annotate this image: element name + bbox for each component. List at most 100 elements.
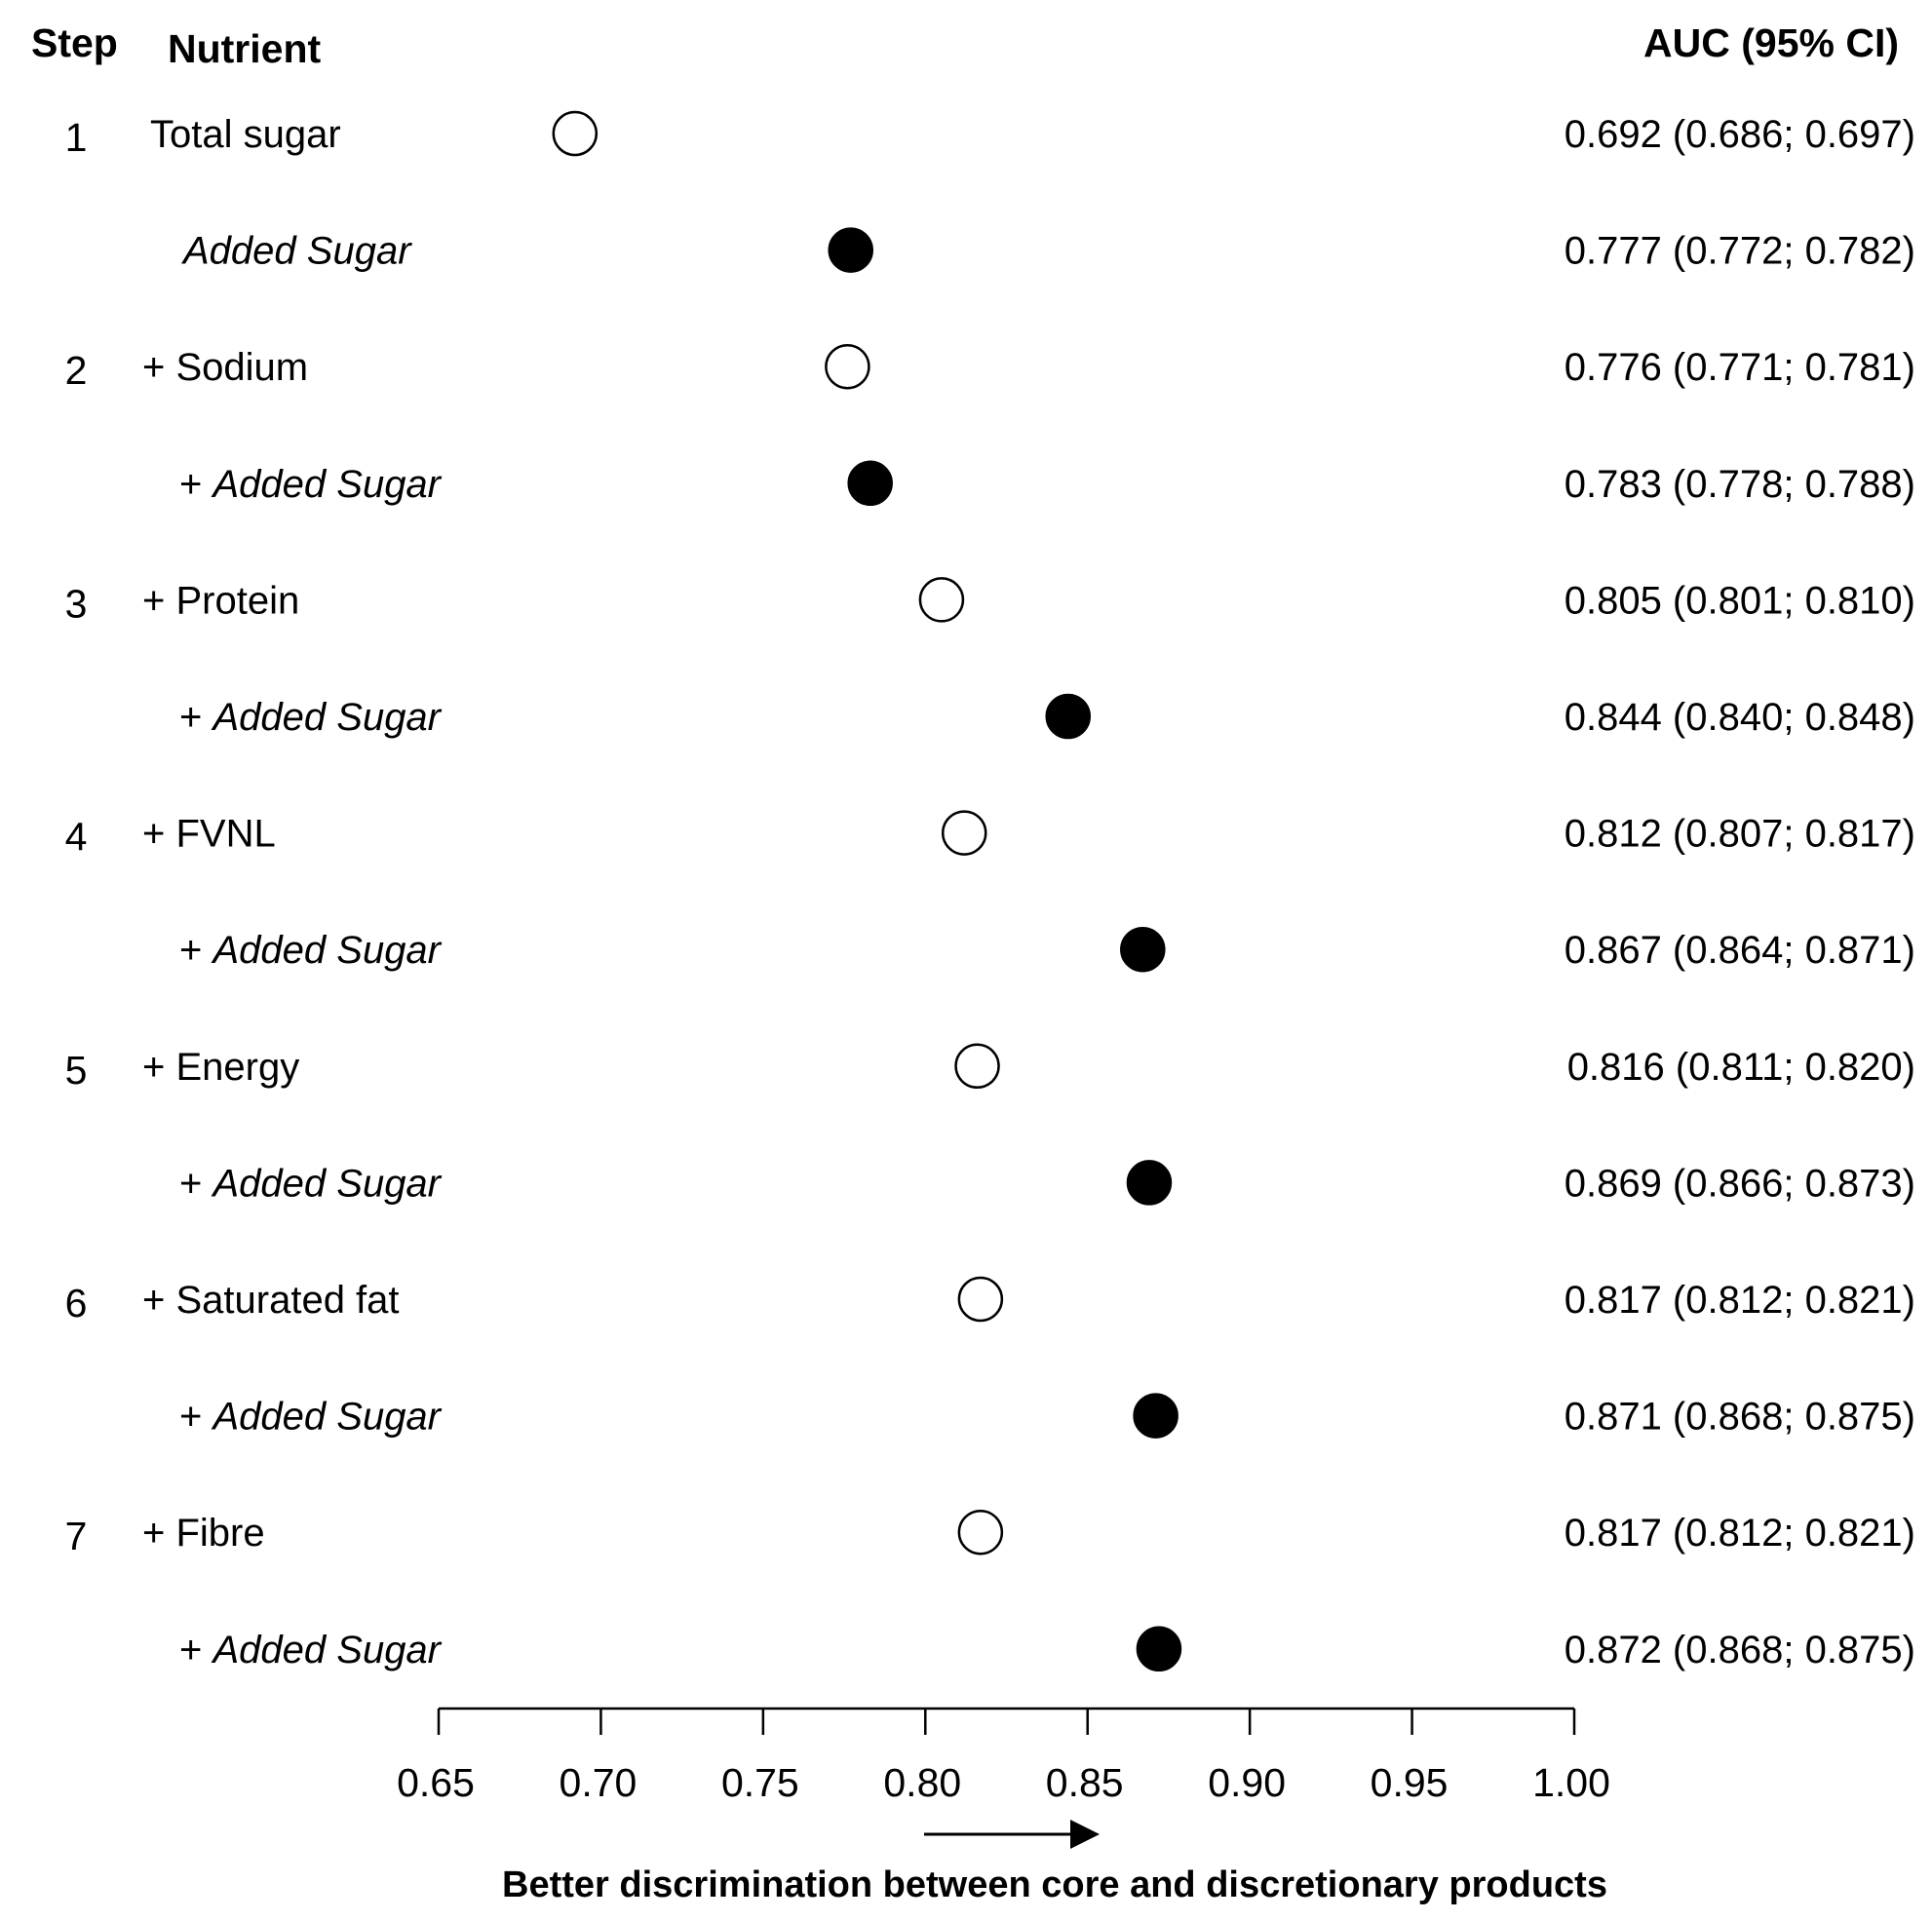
plot-row: 1 Total sugar 0.692 (0.686; 0.697) [65, 110, 1915, 160]
nutrient-prefix: + [142, 1279, 175, 1322]
auc-value: 0.692 (0.686; 0.697) [1565, 113, 1915, 156]
step-number: 3 [65, 581, 88, 626]
nutrient-prefix: + [142, 813, 175, 856]
nutrient-label: + Protein [142, 579, 299, 622]
nutrient-prefix: + [179, 463, 213, 506]
plot-row: + Added Sugar 0.872 (0.868; 0.875) [179, 1626, 1915, 1672]
nutrient-label: + Sodium [142, 346, 308, 389]
plot-row: 6 + Saturated fat 0.817 (0.812; 0.821) [65, 1276, 1915, 1325]
step-number: 2 [65, 348, 88, 393]
x-tick-label: 1.00 [1532, 1760, 1610, 1805]
plot-row: + Added Sugar 0.869 (0.866; 0.873) [179, 1160, 1915, 1206]
auc-value: 0.817 (0.812; 0.821) [1565, 1279, 1915, 1322]
auc-point-filled [1133, 1393, 1179, 1439]
nutrient-prefix: + [179, 1396, 213, 1439]
nutrient-prefix: + [142, 579, 175, 622]
auc-value: 0.816 (0.811; 0.820) [1567, 1046, 1915, 1089]
nutrient-name: Added Sugar [211, 929, 442, 972]
plot-row: + Added Sugar 0.871 (0.868; 0.875) [179, 1393, 1915, 1439]
step-number: 4 [65, 815, 88, 860]
plot-row: + Added Sugar 0.844 (0.840; 0.848) [179, 693, 1915, 740]
auc-value: 0.844 (0.840; 0.848) [1565, 696, 1915, 739]
nutrient-prefix: + [179, 1629, 213, 1671]
header-auc: AUC (95% CI) [1643, 20, 1899, 65]
plot-row: + Added Sugar 0.867 (0.864; 0.871) [179, 926, 1915, 973]
x-tick-label: 0.80 [883, 1760, 961, 1805]
step-number: 5 [65, 1048, 88, 1093]
nutrient-name: Added Sugar [211, 1629, 442, 1671]
direction-arrow [924, 1820, 1100, 1849]
auc-point-open [552, 110, 599, 157]
nutrient-label: + Energy [142, 1046, 299, 1089]
auc-point-filled [1136, 1626, 1182, 1672]
plot-row: 7 + Fibre 0.817 (0.812; 0.821) [65, 1509, 1915, 1558]
auc-value: 0.869 (0.866; 0.873) [1565, 1162, 1915, 1205]
plot-row: + Added Sugar 0.783 (0.778; 0.788) [179, 460, 1915, 507]
auc-value: 0.783 (0.778; 0.788) [1565, 463, 1915, 506]
auc-value: 0.812 (0.807; 0.817) [1565, 813, 1915, 856]
auc-point-filled [828, 227, 873, 273]
x-tick-label: 0.85 [1046, 1760, 1124, 1805]
nutrient-prefix: + [179, 929, 213, 972]
plot-row: 4 + FVNL 0.812 (0.807; 0.817) [65, 810, 1915, 860]
nutrient-prefix: + [142, 1046, 175, 1089]
plot-row: 3 + Protein 0.805 (0.801; 0.810) [65, 577, 1915, 626]
nutrient-name: Added Sugar [211, 696, 442, 739]
auc-value: 0.872 (0.868; 0.875) [1565, 1629, 1915, 1671]
nutrient-name: Total sugar [150, 113, 341, 156]
header-nutrient: Nutrient [168, 26, 322, 71]
nutrient-prefix: + [142, 346, 175, 389]
auc-point-filled [1045, 693, 1091, 740]
nutrient-label: + Added Sugar [179, 463, 443, 506]
x-tick-label: 0.65 [397, 1760, 475, 1805]
nutrient-label: + Added Sugar [179, 929, 443, 972]
auc-value: 0.817 (0.812; 0.821) [1565, 1512, 1915, 1555]
auc-value: 0.867 (0.864; 0.871) [1565, 929, 1915, 972]
direction-arrow-head [1070, 1820, 1100, 1849]
plot-row: Added Sugar 0.777 (0.772; 0.782) [181, 227, 1915, 273]
auc-point-open [918, 577, 965, 623]
nutrient-name: Added Sugar [181, 230, 412, 273]
auc-point-open [825, 343, 870, 390]
nutrient-prefix: + [179, 696, 213, 739]
x-tick-label: 0.70 [560, 1760, 638, 1805]
step-number: 1 [65, 115, 88, 160]
nutrient-label: + Saturated fat [142, 1279, 400, 1322]
auc-point-filled [1126, 1160, 1173, 1206]
nutrient-label: Total sugar [150, 113, 341, 156]
x-axis-label: Better discrimination between core and d… [502, 1864, 1607, 1905]
nutrient-name: Protein [175, 579, 299, 622]
plot-row: 5 + Energy 0.816 (0.811; 0.820) [65, 1043, 1915, 1093]
step-number: 7 [65, 1514, 88, 1558]
auc-point-filled [847, 460, 893, 507]
header-step: Step [31, 20, 118, 65]
nutrient-name: Added Sugar [211, 1396, 442, 1439]
x-tick-label: 0.95 [1371, 1760, 1449, 1805]
plot-rows: 1 Total sugar 0.692 (0.686; 0.697) Added Su… [65, 110, 1915, 1672]
auc-value: 0.871 (0.868; 0.875) [1565, 1396, 1915, 1439]
nutrient-label: + Fibre [142, 1512, 265, 1555]
auc-value: 0.777 (0.772; 0.782) [1565, 230, 1915, 273]
auc-value: 0.805 (0.801; 0.810) [1565, 579, 1915, 622]
nutrient-label: + Added Sugar [179, 1396, 443, 1439]
plot-row: 2 + Sodium 0.776 (0.771; 0.781) [65, 343, 1915, 393]
column-headers: Step Nutrient AUC (95% CI) [31, 20, 1899, 71]
nutrient-label: Added Sugar [181, 230, 412, 273]
x-tick-label: 0.75 [721, 1760, 799, 1805]
nutrient-name: FVNL [175, 813, 275, 856]
auc-point-open [941, 810, 987, 856]
auc-point-open [954, 1043, 1000, 1090]
nutrient-name: Added Sugar [211, 1162, 442, 1205]
nutrient-name: Energy [175, 1046, 299, 1089]
nutrient-name: Saturated fat [175, 1279, 399, 1322]
auc-point-open [957, 1509, 1004, 1556]
nutrient-name: Sodium [175, 346, 308, 389]
nutrient-label: + FVNL [142, 813, 276, 856]
nutrient-name: Fibre [175, 1512, 264, 1555]
auc-point-filled [1120, 926, 1166, 973]
x-axis: 0.65 0.70 0.75 0.80 0.85 0.90 0.95 1.00 [397, 1707, 1610, 1805]
nutrient-prefix: + [179, 1162, 213, 1205]
nutrient-name: Added Sugar [211, 463, 442, 506]
nutrient-prefix: + [142, 1512, 175, 1555]
